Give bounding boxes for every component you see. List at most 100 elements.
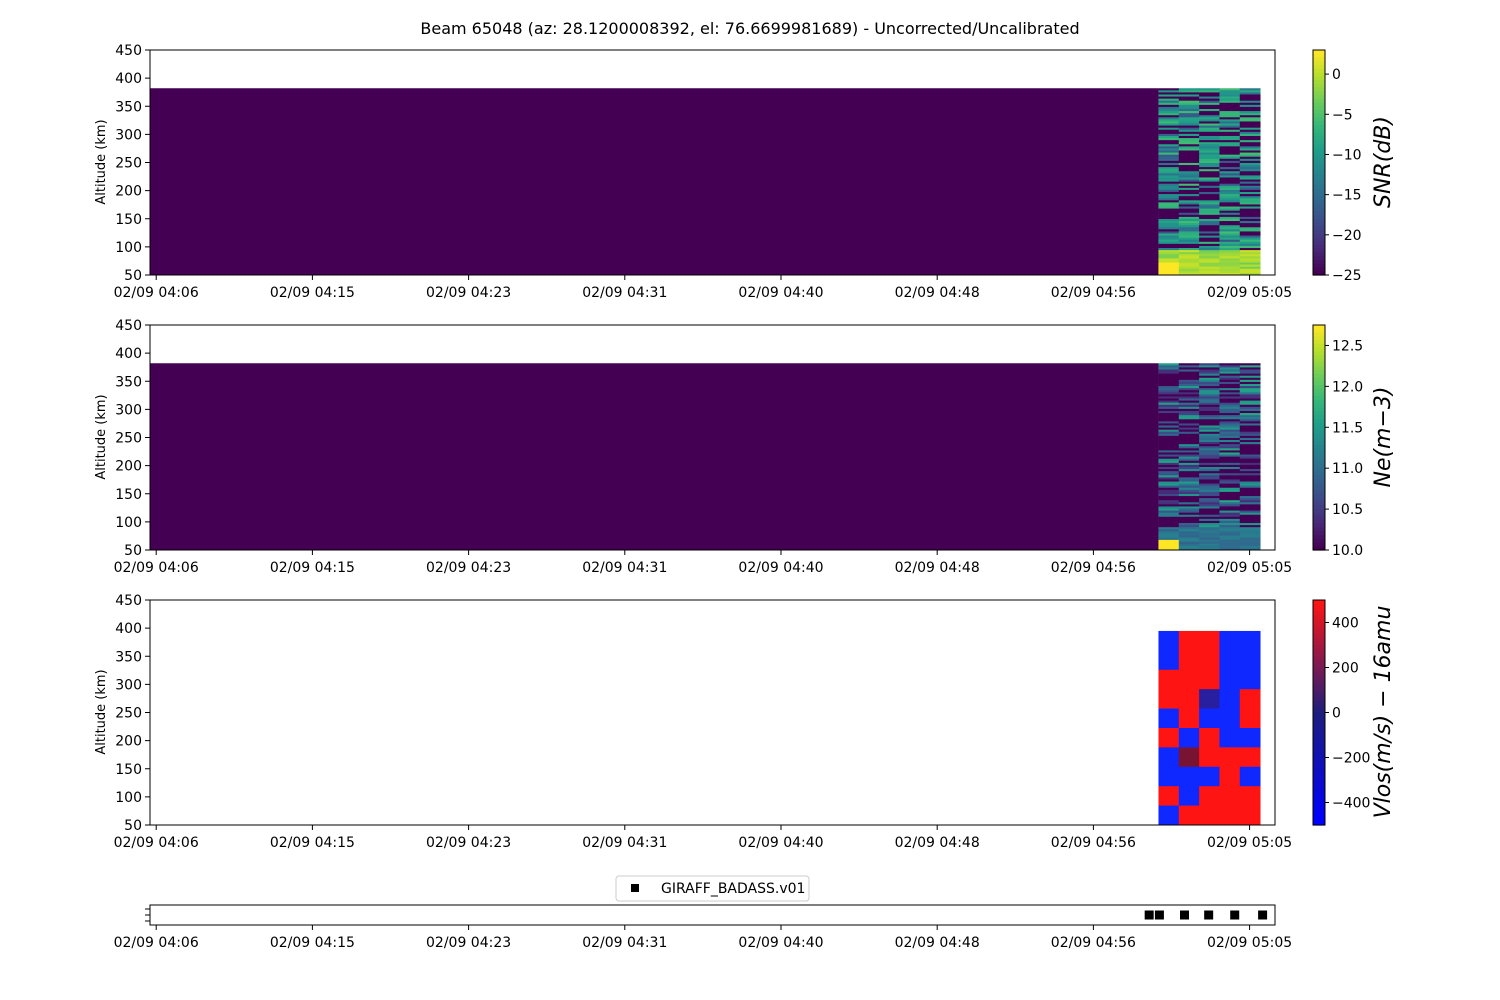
x-tick-label: 02/09 05:05 — [1207, 560, 1292, 576]
heatmap-cell — [1158, 162, 1180, 166]
heatmap-cell — [1199, 427, 1220, 431]
heatmap-cell — [1239, 402, 1261, 406]
heatmap-cell — [1219, 533, 1241, 536]
heatmap-cell — [1178, 485, 1200, 489]
colorbar-segment — [1313, 686, 1325, 691]
ne-colorbar-label: Ne(m−3) — [1371, 386, 1396, 487]
heatmap-cell — [1239, 541, 1261, 545]
heatmap-cell — [1199, 140, 1220, 143]
heatmap-cell — [1239, 527, 1261, 530]
heatmap-cell — [1199, 115, 1220, 118]
velocity-cell — [1219, 630, 1241, 651]
heatmap-cell — [1158, 254, 1180, 257]
heatmap-cell — [1178, 115, 1200, 118]
ne-y-ticks: 50 100 150 200 250 300 350 400 450 — [115, 318, 150, 559]
heatmap-cell — [1239, 117, 1261, 120]
colorbar-tick-label: −400 — [1332, 796, 1370, 812]
y-tick-label: 150 — [115, 762, 142, 778]
heatmap-cell — [1178, 127, 1200, 131]
heatmap-cell — [1178, 212, 1200, 216]
heatmap-cell — [1219, 481, 1241, 484]
heatmap-cell — [1219, 384, 1241, 387]
heatmap-cell — [1239, 545, 1261, 549]
heatmap-cell — [1158, 196, 1180, 199]
heatmap-cell — [1158, 102, 1180, 106]
heatmap-cell — [1239, 392, 1261, 395]
heatmap-cell — [1219, 491, 1241, 495]
heatmap-cell — [1239, 248, 1261, 251]
heatmap-cell — [1199, 527, 1220, 530]
heatmap-cell — [1219, 104, 1241, 108]
heatmap-cell — [1219, 272, 1241, 276]
heatmap-cell — [1199, 508, 1220, 511]
heatmap-cell — [1199, 419, 1220, 422]
heatmap-cell — [1199, 384, 1220, 387]
heatmap-cell — [1178, 264, 1200, 268]
heatmap-cell — [1219, 125, 1241, 129]
heatmap-cell — [1239, 435, 1261, 439]
heatmap-cell — [1199, 390, 1220, 393]
heatmap-cell — [1158, 245, 1180, 249]
x-tick-label: 02/09 04:48 — [895, 560, 980, 576]
heatmap-cell — [1219, 413, 1241, 416]
heatmap-cell — [1178, 508, 1200, 511]
heatmap-cell — [1239, 506, 1261, 509]
heatmap-cell — [1178, 390, 1200, 393]
colorbar-segment — [1313, 645, 1325, 650]
heatmap-cell — [1199, 243, 1220, 247]
heatmap-cell — [1219, 537, 1241, 541]
heatmap-cell — [1158, 520, 1180, 524]
heatmap-cell — [1178, 510, 1200, 514]
heatmap-cell — [1239, 92, 1261, 95]
heatmap-cell — [1219, 504, 1241, 507]
heatmap-cell — [1158, 450, 1180, 453]
colorbar-segment — [1313, 622, 1325, 627]
heatmap-cell — [1199, 111, 1220, 114]
heatmap-cell — [1178, 452, 1200, 455]
heatmap-cell — [1199, 539, 1220, 543]
colorbar-segment — [1313, 626, 1325, 631]
heatmap-cell — [1239, 140, 1261, 143]
heatmap-cell — [1219, 258, 1241, 261]
colorbar-tick-label: 12.5 — [1332, 338, 1363, 354]
heatmap-cell — [1219, 525, 1241, 528]
colorbar-segment — [1313, 50, 1325, 55]
colorbar-segment — [1313, 72, 1325, 77]
heatmap-cell — [1158, 150, 1180, 153]
heatmap-cell — [1199, 388, 1220, 391]
heatmap-cell — [1178, 529, 1200, 532]
heatmap-cell — [1199, 375, 1220, 379]
heatmap-cell — [1178, 371, 1200, 375]
colorbar-segment — [1313, 396, 1325, 401]
heatmap-cell — [1239, 208, 1261, 212]
heatmap-cell — [1199, 187, 1220, 191]
velocity-cell — [1239, 650, 1261, 671]
heatmap-cell — [1219, 111, 1241, 114]
heatmap-cell — [1178, 377, 1200, 381]
heatmap-cell — [1199, 529, 1220, 532]
heatmap-cell — [1239, 375, 1261, 379]
heatmap-cell — [1178, 100, 1200, 104]
legend: GIRAFF_BADASS.v01 — [615, 875, 810, 902]
colorbar-segment — [1313, 678, 1325, 684]
heatmap-cell — [1158, 239, 1180, 243]
colorbar-segment — [1313, 611, 1325, 616]
heatmap-cell — [1178, 225, 1200, 228]
heatmap-cell — [1178, 258, 1200, 261]
y-tick-label: 50 — [124, 543, 142, 559]
heatmap-cell — [1219, 260, 1241, 263]
heatmap-cell — [1219, 442, 1241, 445]
heatmap-cell — [1219, 177, 1241, 180]
heatmap-cell — [1239, 177, 1261, 180]
snr-colorbar-label: SNR(dB) — [1371, 116, 1396, 208]
heatmap-cell — [1219, 169, 1241, 172]
heatmap-cell — [1158, 216, 1180, 220]
heatmap-cell — [1219, 467, 1241, 470]
colorbar-frame — [1312, 49, 1326, 276]
y-tick-label: 400 — [115, 71, 142, 87]
colorbar-segment — [1313, 91, 1325, 96]
heatmap-cell — [1239, 135, 1261, 139]
colorbar-segment — [1313, 332, 1325, 337]
heatmap-cell — [1239, 202, 1261, 205]
heatmap-cell — [1239, 516, 1261, 520]
